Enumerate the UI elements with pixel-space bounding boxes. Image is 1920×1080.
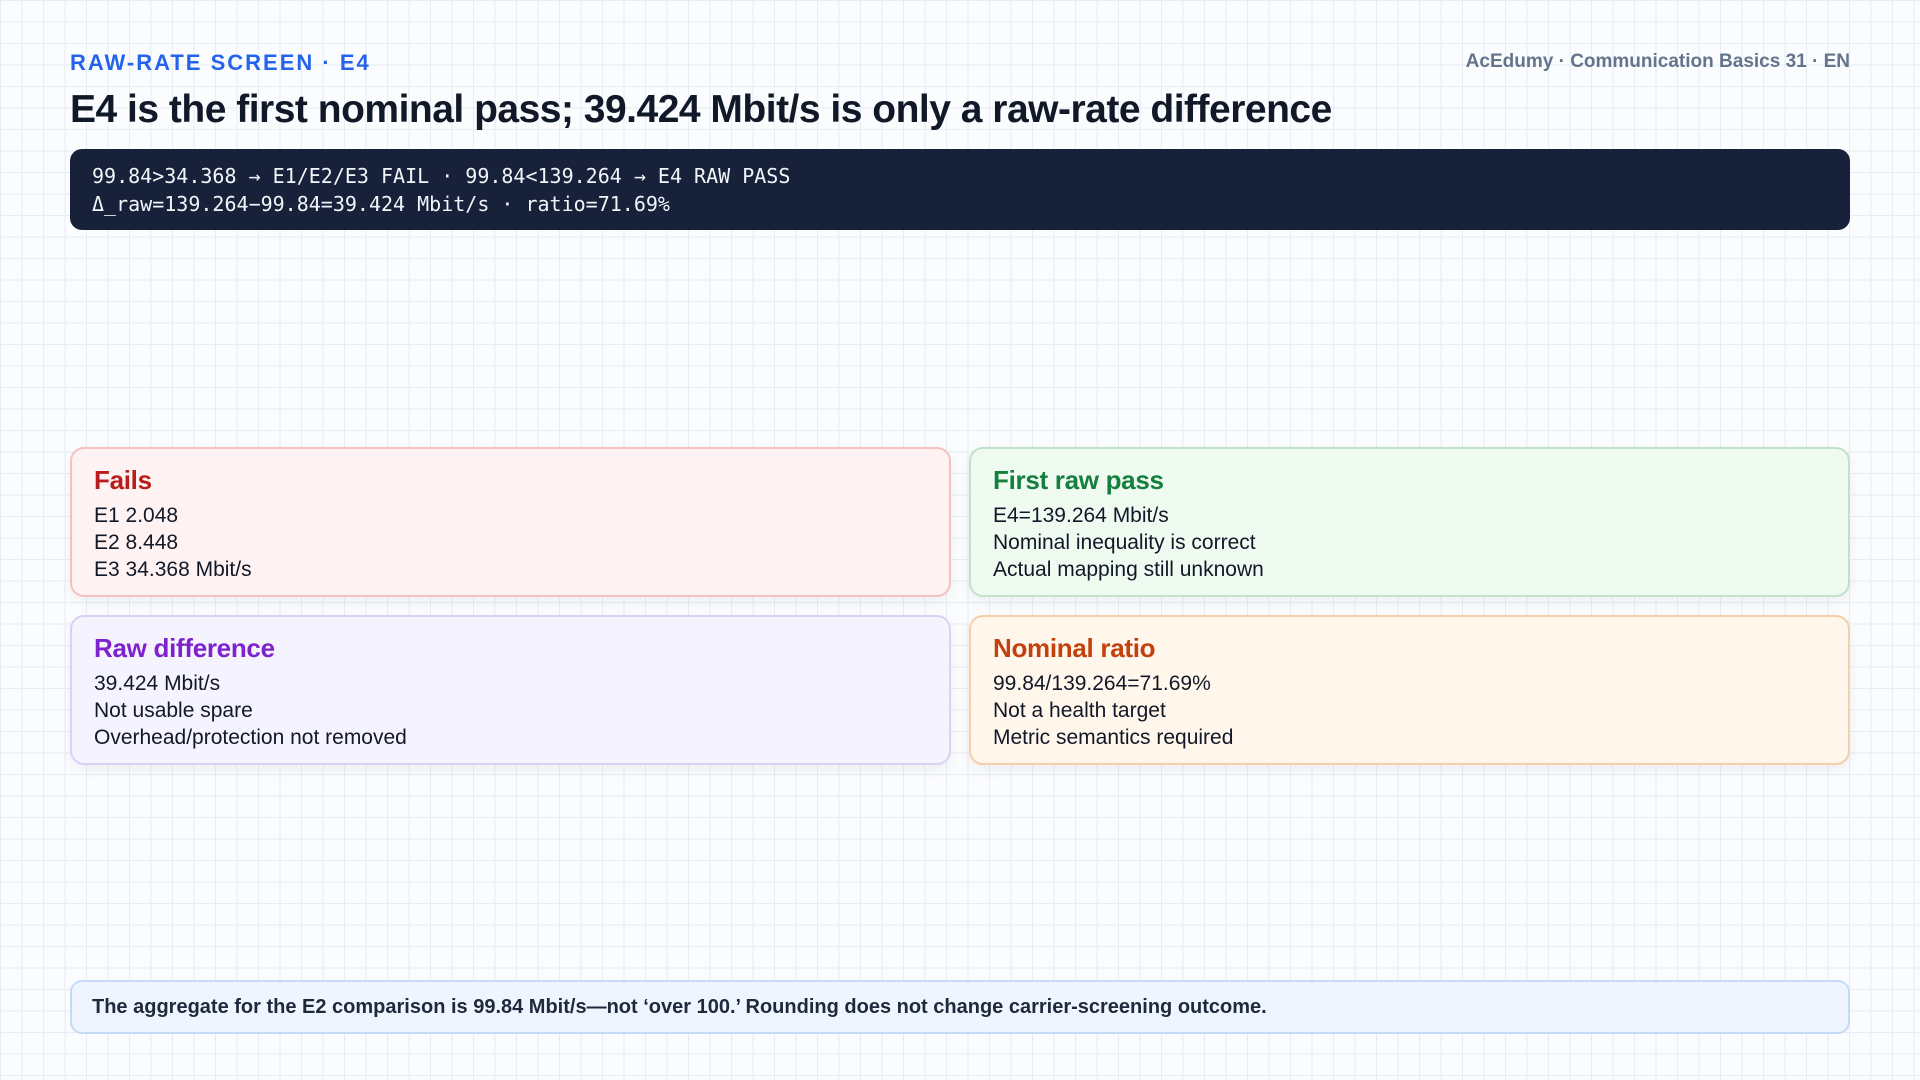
card-pass-line-1: E4=139.264 Mbit/s	[993, 504, 1169, 527]
card-raw-difference: Raw difference 39.424 Mbit/s Not usable …	[70, 615, 951, 765]
card-fails-line-1: E1 2.048	[94, 504, 179, 527]
formula-line-2: Δ_raw=139.264−99.84=39.424 Mbit/s · rati…	[92, 192, 670, 216]
card-fails-line-3: E3 34.368 Mbit/s	[94, 558, 252, 581]
card-diff-line-2: Not usable spare	[94, 699, 253, 722]
card-pass-line-3: Actual mapping still unknown	[993, 558, 1264, 581]
card-fails: Fails E1 2.048 E2 8.448 E3 34.368 Mbit/s	[70, 447, 951, 597]
footer-note: The aggregate for the E2 comparison is 9…	[70, 980, 1850, 1034]
card-diff-line-3: Overhead/protection not removed	[94, 726, 407, 749]
card-diff-title: Raw difference	[94, 633, 275, 663]
card-first-raw-pass: First raw pass E4=139.264 Mbit/s Nominal…	[969, 447, 1850, 597]
card-diff-line-1: 39.424 Mbit/s	[94, 672, 221, 695]
card-fails-line-2: E2 8.448	[94, 531, 179, 554]
formula-box: 99.84>34.368 → E1/E2/E3 FAIL · 99.84<139…	[70, 149, 1850, 230]
page-title: E4 is the first nominal pass; 39.424 Mbi…	[70, 88, 1332, 131]
footer-note-text: The aggregate for the E2 comparison is 9…	[92, 995, 1267, 1018]
header-kicker: RAW-RATE SCREEN · E4	[70, 50, 371, 75]
header-brand: AcEdumy · Communication Basics 31 · EN	[1465, 51, 1850, 72]
card-pass-line-2: Nominal inequality is correct	[993, 531, 1256, 554]
card-fails-title: Fails	[94, 465, 152, 495]
formula-line-1: 99.84>34.368 → E1/E2/E3 FAIL · 99.84<139…	[92, 164, 791, 188]
card-ratio-line-2: Not a health target	[993, 699, 1166, 722]
card-pass-title: First raw pass	[993, 465, 1164, 495]
card-ratio-title: Nominal ratio	[993, 633, 1156, 663]
card-ratio-line-1: 99.84/139.264=71.69%	[993, 672, 1211, 695]
card-ratio-line-3: Metric semantics required	[993, 726, 1234, 749]
card-nominal-ratio: Nominal ratio 99.84/139.264=71.69% Not a…	[969, 615, 1850, 765]
